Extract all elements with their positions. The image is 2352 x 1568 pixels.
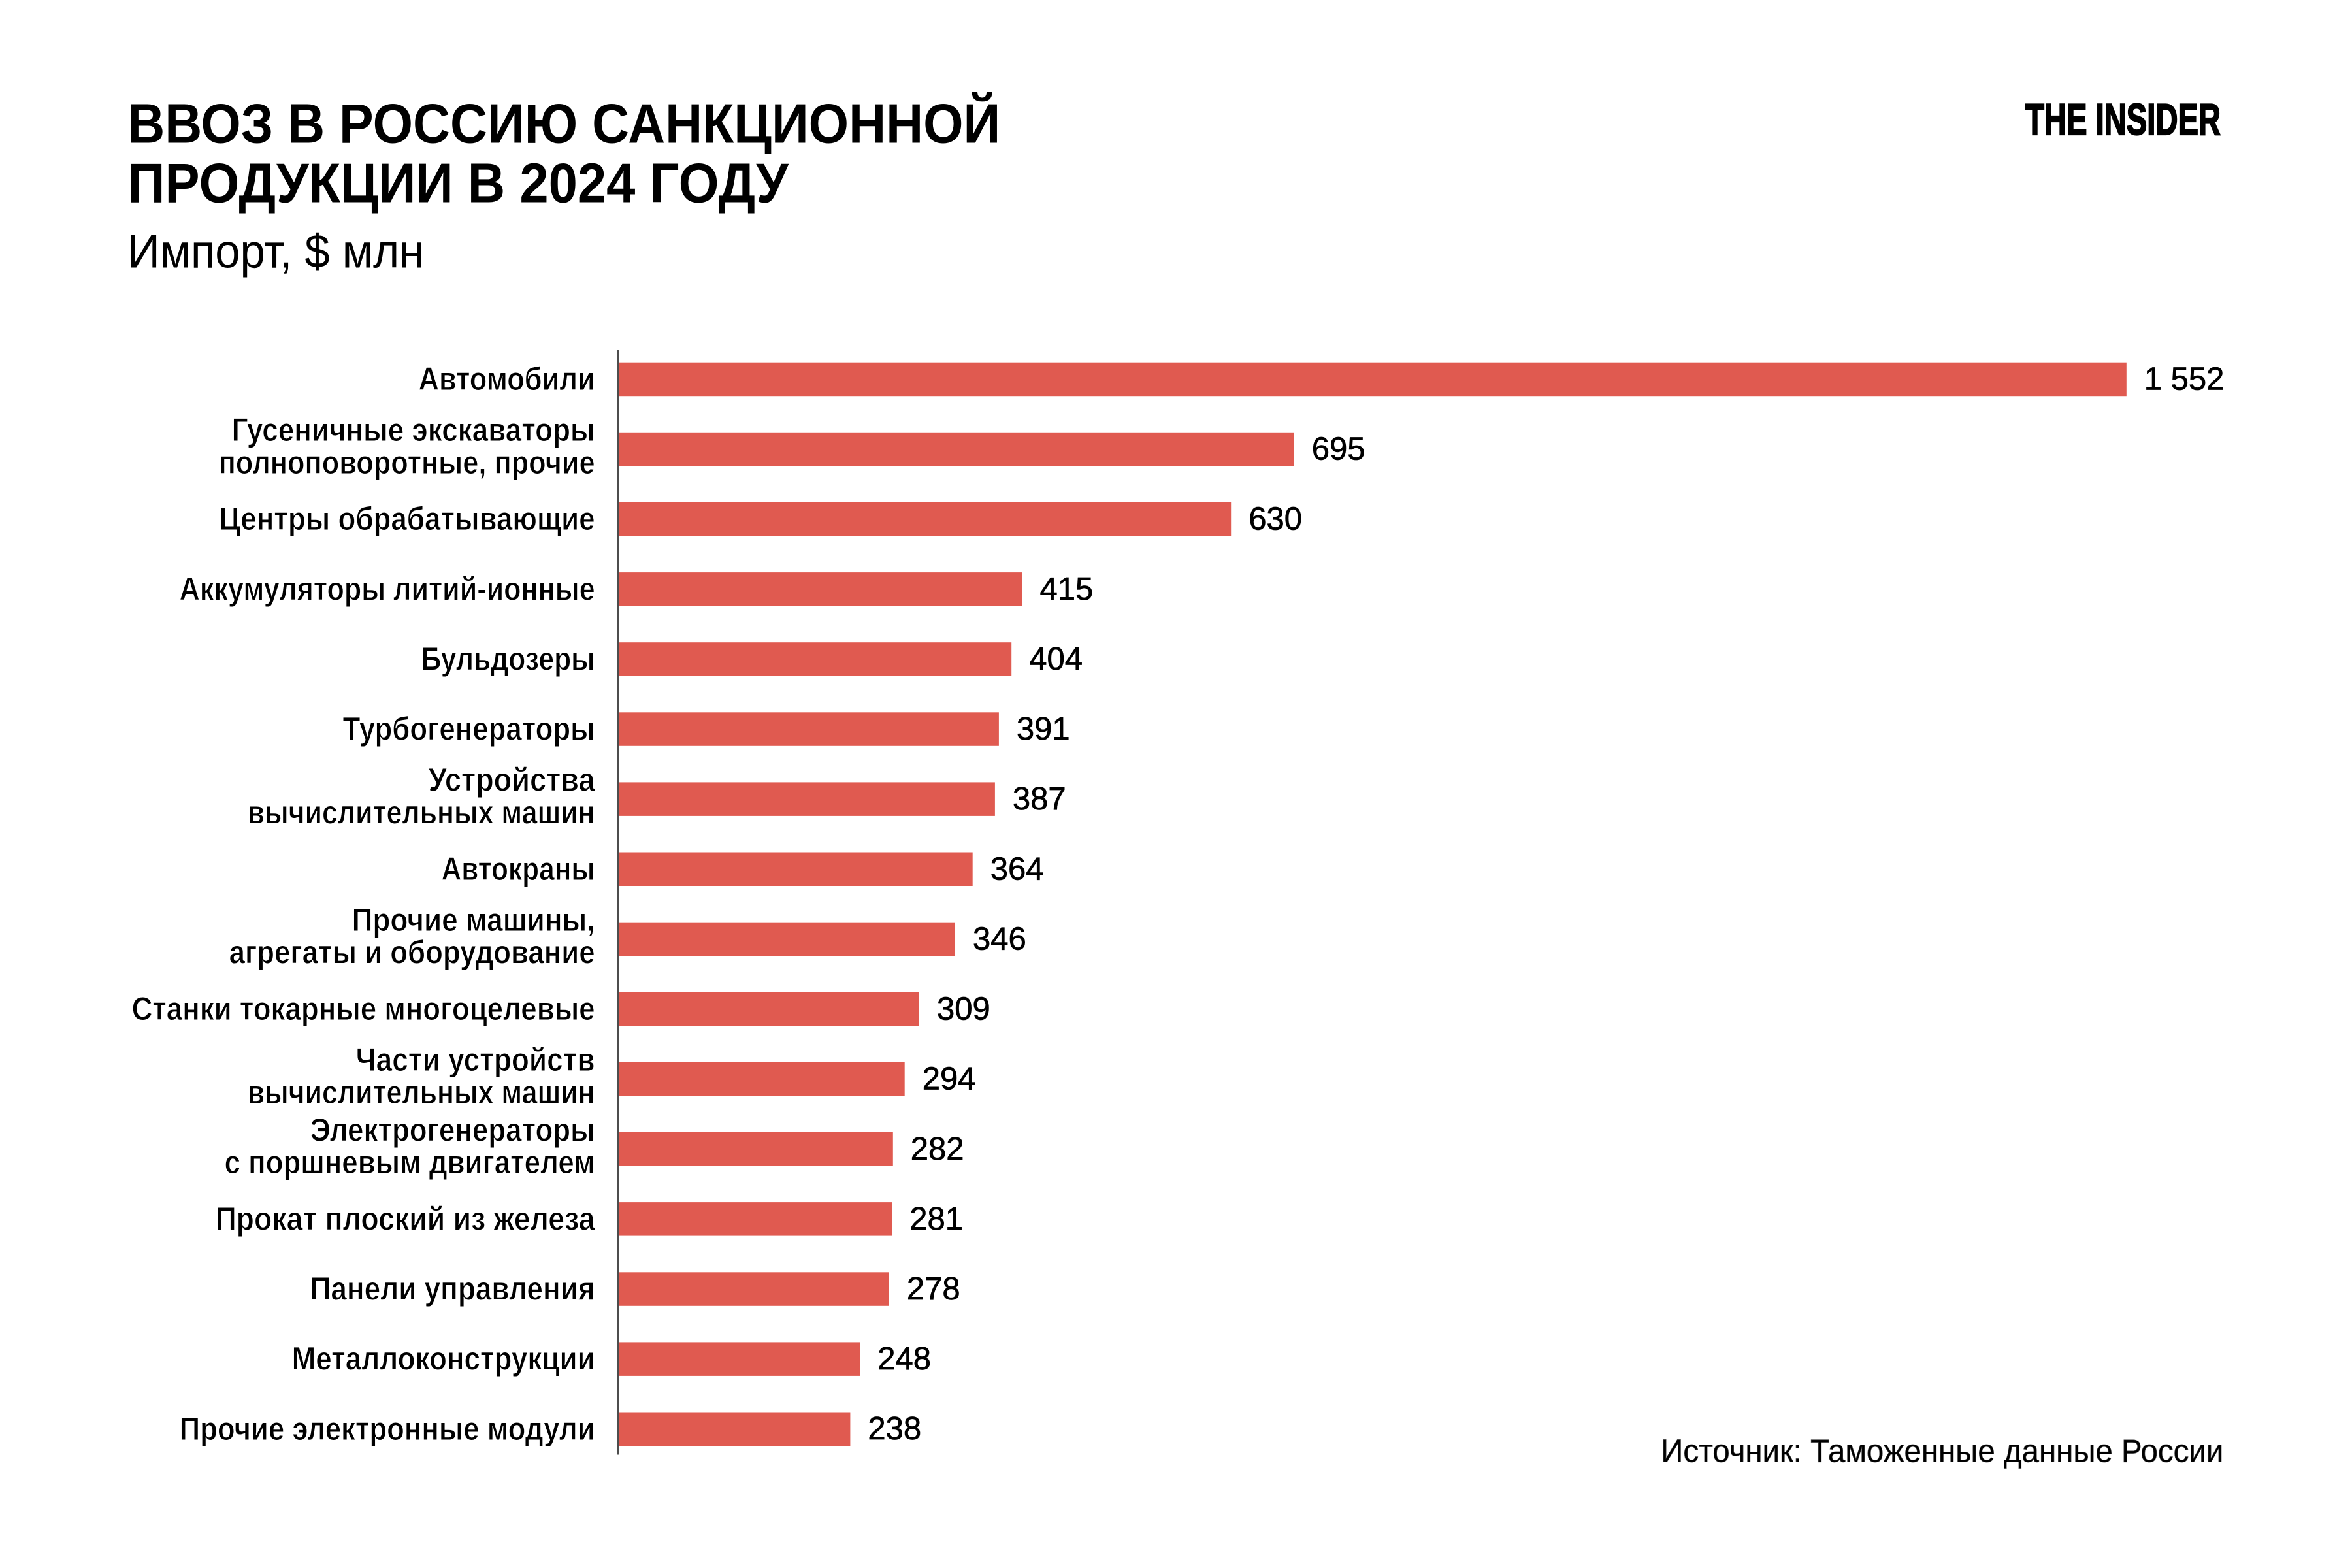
svg-text:278: 278 — [907, 1271, 960, 1307]
svg-text:с поршневым двигателем: с поршневым двигателем — [225, 1144, 595, 1181]
svg-text:THE INSIDER: THE INSIDER — [2025, 95, 2221, 145]
svg-text:Источник: Таможенные данные Ро: Источник: Таможенные данные России — [1661, 1433, 2223, 1469]
svg-text:248: 248 — [877, 1341, 931, 1377]
svg-text:Гусеничные экскаваторы: Гусеничные экскаваторы — [232, 412, 595, 448]
svg-text:полноповоротные, прочие: полноповоротные, прочие — [219, 444, 595, 481]
svg-text:Прокат плоский из железа: Прокат плоский из железа — [216, 1200, 596, 1237]
svg-text:294: 294 — [923, 1062, 976, 1097]
svg-text:Прочие электронные модули: Прочие электронные модули — [180, 1411, 595, 1447]
svg-text:391: 391 — [1017, 711, 1070, 747]
svg-text:Автомобили: Автомобили — [419, 361, 595, 397]
svg-text:Автокраны: Автокраны — [442, 851, 595, 887]
svg-text:вычислительных машин: вычислительных машин — [248, 1074, 595, 1111]
svg-text:Центры обрабатывающие: Центры обрабатывающие — [220, 500, 595, 537]
svg-text:агрегаты и оборудование: агрегаты и оборудование — [229, 934, 595, 971]
svg-text:346: 346 — [973, 921, 1026, 956]
svg-text:282: 282 — [911, 1132, 964, 1167]
svg-text:вычислительных машин: вычислительных машин — [248, 794, 595, 831]
svg-text:Устройства: Устройства — [429, 762, 596, 798]
svg-text:ПРОДУКЦИИ В 2024 ГОДУ: ПРОДУКЦИИ В 2024 ГОДУ — [127, 152, 789, 214]
svg-text:281: 281 — [909, 1201, 963, 1237]
svg-text:309: 309 — [937, 992, 990, 1027]
svg-text:404: 404 — [1029, 642, 1083, 677]
svg-text:630: 630 — [1249, 502, 1302, 537]
svg-text:695: 695 — [1312, 432, 1365, 467]
svg-text:Электрогенераторы: Электрогенераторы — [310, 1111, 595, 1148]
svg-text:1 552: 1 552 — [2144, 362, 2225, 397]
svg-text:Аккумуляторы литий-ионные: Аккумуляторы литий-ионные — [180, 570, 595, 607]
svg-text:Панели управления: Панели управления — [310, 1271, 595, 1307]
svg-text:Турбогенераторы: Турбогенераторы — [343, 711, 595, 747]
svg-text:Станки токарные многоцелевые: Станки токарные многоцелевые — [132, 990, 595, 1027]
svg-text:Металлоконструкции: Металлоконструкции — [292, 1341, 595, 1377]
svg-text:Бульдозеры: Бульдозеры — [421, 640, 595, 677]
svg-text:Части устройств: Части устройств — [356, 1041, 595, 1078]
svg-text:Прочие машины,: Прочие машины, — [352, 902, 595, 938]
svg-text:Импорт, $ млн: Импорт, $ млн — [127, 226, 424, 278]
svg-text:ВВОЗ В РОССИЮ САНКЦИОННОЙ: ВВОЗ В РОССИЮ САНКЦИОННОЙ — [127, 91, 1000, 155]
svg-text:364: 364 — [990, 851, 1044, 887]
svg-text:387: 387 — [1013, 781, 1066, 817]
svg-text:238: 238 — [868, 1411, 921, 1446]
svg-text:415: 415 — [1040, 572, 1094, 607]
